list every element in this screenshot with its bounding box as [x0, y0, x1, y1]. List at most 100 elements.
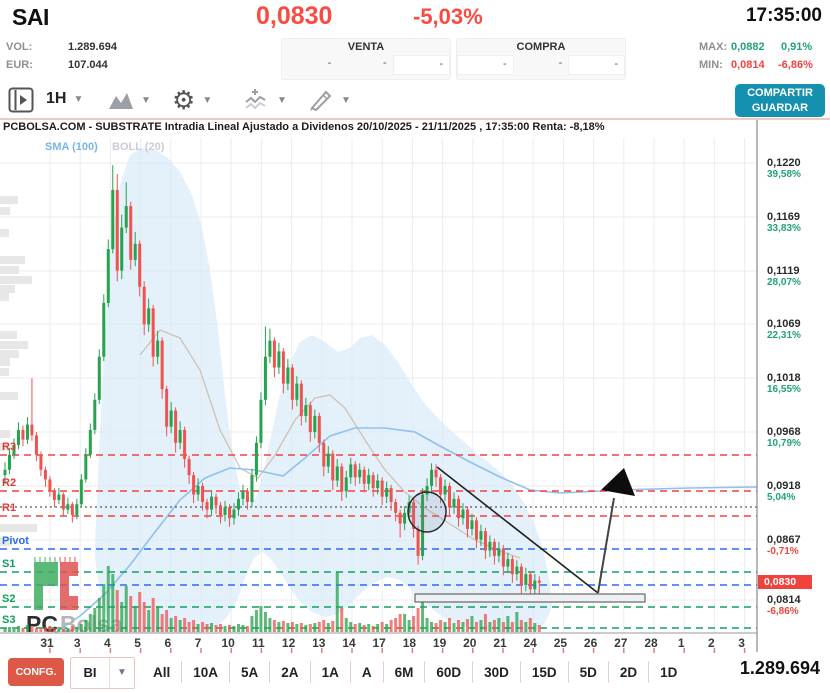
period-button-5a[interactable]: 5A	[241, 664, 259, 680]
period-button-all[interactable]: All	[153, 664, 171, 680]
candle-body	[465, 509, 469, 529]
orderbook-cell: -	[392, 55, 450, 75]
period-button-5d[interactable]: 5D	[579, 664, 597, 680]
volume-bar	[308, 624, 312, 632]
candle-body	[201, 485, 205, 503]
panel-toggle-button[interactable]	[8, 87, 34, 113]
period-button-2a[interactable]: 2A	[281, 664, 299, 680]
volume-bar	[88, 614, 92, 632]
candle-body	[510, 559, 514, 575]
volume-bar	[61, 629, 65, 632]
volume-bar	[340, 608, 344, 632]
period-button-a[interactable]: A	[361, 664, 372, 680]
candle-body	[313, 415, 317, 433]
y-axis-price: 0,1220	[767, 157, 801, 169]
candle-body	[228, 507, 231, 519]
candle-body	[147, 308, 151, 325]
period-button-10a[interactable]: 10A	[193, 664, 219, 680]
vol-label: VOL:	[6, 41, 33, 53]
candle-body	[358, 469, 362, 478]
candle-body	[169, 410, 173, 427]
x-axis-label: 26	[583, 636, 598, 650]
volume-bar	[147, 610, 151, 632]
volume-bar	[7, 627, 11, 632]
volume-bar	[259, 606, 263, 632]
drawing-circle[interactable]	[407, 491, 447, 533]
volume-bar	[412, 616, 416, 632]
timeframe-selector[interactable]: 1H ▼	[46, 90, 83, 108]
compra-panel: COMPRA ---	[456, 38, 626, 80]
period-button-1d[interactable]: 1D	[660, 664, 678, 680]
period-button-6m[interactable]: 6M	[394, 664, 414, 680]
period-button-1a[interactable]: 1A	[321, 664, 339, 680]
candle-body	[528, 574, 532, 590]
x-axis-label: 10	[221, 636, 235, 650]
candle-body	[515, 566, 519, 575]
drawing-trendline[interactable]	[436, 466, 599, 594]
candle-body	[75, 504, 79, 515]
period-button-30d[interactable]: 30D	[484, 664, 509, 680]
volume-bar	[120, 602, 124, 632]
drawing-arrow-shaft[interactable]	[597, 497, 615, 594]
x-axis-label: 2	[708, 636, 715, 650]
orderbook-cell: -	[457, 55, 514, 75]
candle-body	[43, 469, 47, 480]
y-axis-price: 0,1069	[767, 318, 801, 330]
volume-bar	[501, 622, 505, 632]
y-axis-pct: 22,31%	[767, 330, 801, 341]
candle-body	[421, 494, 425, 556]
settings-button[interactable]: ⚙ ▼	[172, 85, 212, 116]
chart-type-button[interactable]: ▼	[108, 90, 151, 110]
candle-body	[48, 479, 52, 491]
y-axis-pct: 16,55%	[767, 384, 801, 395]
indicators-button[interactable]: ▼	[244, 88, 287, 112]
candle-body	[335, 466, 339, 481]
volume-bar	[497, 618, 501, 632]
volume-bar	[52, 628, 56, 632]
candle-body	[151, 308, 155, 357]
max-label: MAX:	[699, 41, 728, 53]
candle-body	[57, 494, 61, 500]
candle-body	[88, 429, 92, 455]
venta-label: VENTA	[347, 41, 385, 53]
volume-bar	[524, 622, 528, 632]
candle-body	[106, 249, 110, 303]
period-divider	[181, 661, 183, 683]
volume-profile-bar	[0, 368, 9, 376]
candle-body	[430, 469, 434, 486]
period-button-60d[interactable]: 60D	[436, 664, 462, 680]
watermark-logo-c	[60, 562, 78, 610]
volume-bar	[430, 622, 434, 632]
panel-toggle-icon	[8, 87, 34, 113]
volume-profile-bar	[0, 276, 32, 284]
y-axis-pct: 10,79%	[767, 438, 801, 449]
candle-body	[488, 541, 492, 551]
candle-body	[439, 477, 443, 495]
y-axis-price: 0,1169	[767, 211, 801, 223]
volume-bar	[174, 616, 178, 632]
candle-body	[187, 458, 191, 476]
candle-body	[268, 340, 272, 357]
period-button-15d[interactable]: 15D	[531, 664, 557, 680]
pivot-label-r1: R1	[2, 502, 17, 514]
boll-mid-line	[139, 329, 521, 559]
candle-body	[434, 469, 438, 478]
candle-body	[30, 424, 34, 436]
candle-body	[524, 574, 528, 585]
share-save-button[interactable]: COMPARTIR GUARDAR	[735, 84, 825, 117]
confg-button[interactable]: CONFG.	[8, 658, 64, 686]
drawing-box[interactable]	[414, 593, 646, 603]
period-button-2d[interactable]: 2D	[619, 664, 638, 680]
candle-body	[7, 454, 11, 470]
legend-boll[interactable]: BOLL (20)	[112, 141, 165, 153]
drawing-arrow-head[interactable]	[601, 468, 635, 496]
candle-body	[389, 488, 393, 503]
legend-sma[interactable]: SMA (100)	[45, 141, 98, 153]
volume-bar	[21, 628, 25, 632]
pencil-icon	[310, 90, 332, 112]
market-selector[interactable]: BI ▼	[70, 657, 135, 689]
drawing-tools-button[interactable]: ▼	[308, 88, 351, 112]
volume-bar	[115, 590, 119, 632]
volume-bar	[187, 622, 191, 632]
